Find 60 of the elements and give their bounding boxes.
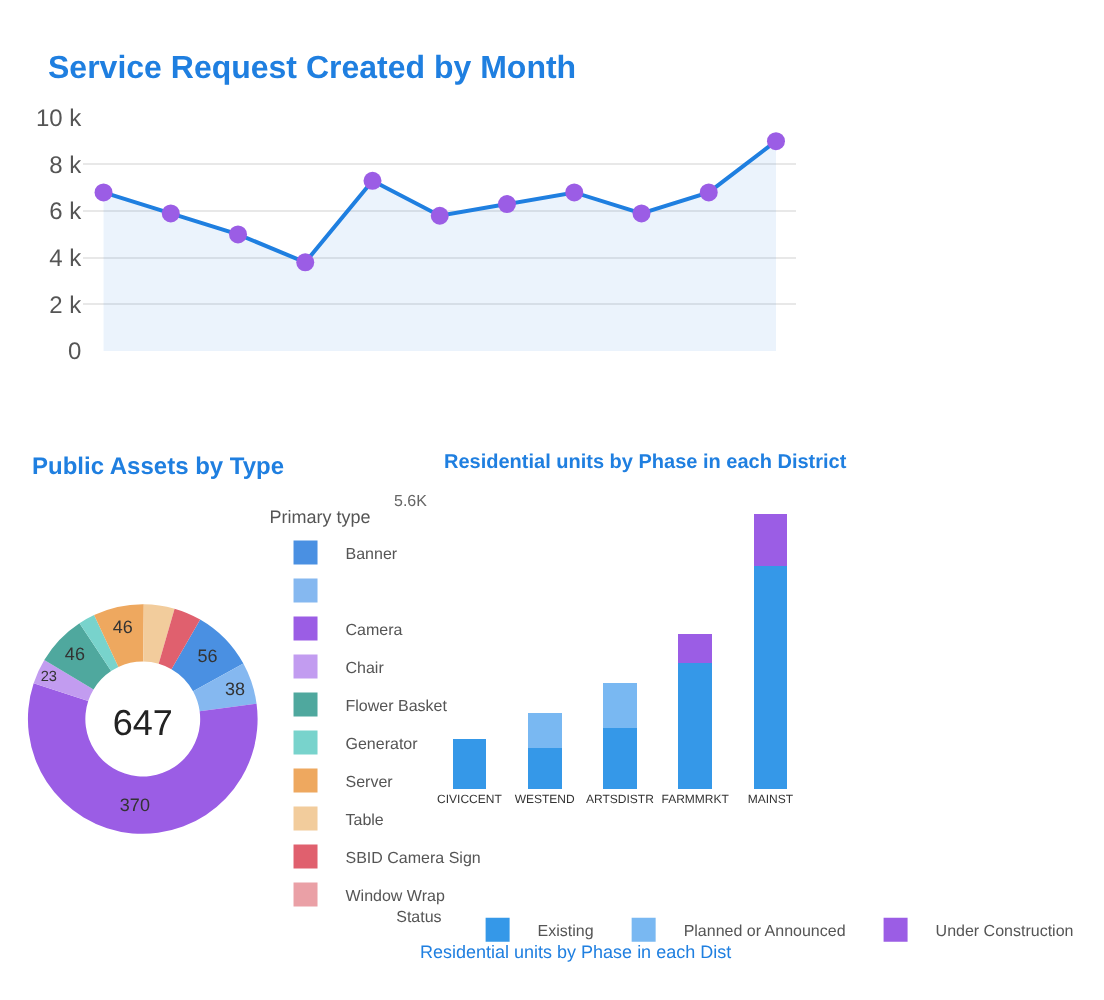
bar — [603, 682, 637, 728]
legend-title: Status — [396, 907, 442, 926]
data-label: 23 — [40, 666, 57, 685]
text: Residential units by Phase in each Dist — [420, 942, 733, 962]
legend-label: Under Construction — [935, 922, 1074, 940]
point — [161, 204, 180, 223]
legend-label: Camera — [345, 620, 404, 639]
y-tick-label: 6 k — [49, 197, 84, 226]
data-label: 38 — [224, 678, 245, 699]
y-tick-label: 8 k — [49, 150, 84, 179]
legend-label: Banner — [345, 544, 398, 563]
legend-label: Generator — [345, 734, 419, 753]
chart-title: Public Assets by Type — [32, 452, 285, 480]
legend-label: Flower Basket — [345, 696, 449, 715]
bar — [753, 565, 788, 789]
point — [632, 204, 651, 223]
point — [498, 195, 516, 214]
point — [699, 183, 718, 202]
data-label: 370 — [119, 794, 150, 815]
y-tick-label: 10 k — [35, 104, 84, 133]
donut-slice — [44, 623, 112, 690]
legend-label: SBID Camera Sign — [345, 848, 481, 867]
legend-label: Planned or Announced — [683, 922, 846, 940]
point — [565, 183, 584, 202]
legend-label: Server — [345, 772, 394, 791]
text: 5.6K — [394, 492, 429, 510]
donut-slice — [94, 604, 144, 668]
data-label: 46 — [64, 643, 85, 664]
legend-title: Primary type — [269, 507, 371, 528]
data-label: 46 — [112, 617, 133, 638]
bar — [753, 514, 788, 566]
y-tick-label: 2 k — [49, 290, 84, 319]
legend-label: Existing — [537, 922, 594, 940]
donut-slice — [158, 608, 201, 670]
donut-slice — [28, 683, 258, 834]
point — [430, 206, 449, 225]
legend-label: Table — [345, 810, 385, 829]
point — [766, 132, 785, 151]
donut-slice — [33, 659, 94, 702]
point — [94, 183, 113, 202]
bar — [527, 712, 562, 748]
legend-label: Window Wrap — [345, 886, 446, 905]
chart-title: Service Request Created by Month — [48, 52, 577, 86]
donut-slice — [193, 663, 257, 712]
bar — [678, 634, 713, 664]
y-tick-label: 4 k — [49, 244, 84, 273]
point — [296, 253, 315, 272]
bar — [527, 747, 562, 789]
chart-title: Residential units by Phase in each District — [444, 452, 848, 474]
y-tick-label: 0 — [67, 337, 82, 366]
bar — [452, 739, 487, 789]
bar — [603, 727, 637, 789]
bar — [678, 663, 713, 789]
text: 647 — [112, 703, 173, 744]
point — [363, 171, 382, 190]
legend-label: Chair — [345, 658, 385, 677]
donut-slice — [171, 619, 244, 692]
donut-slice — [143, 604, 175, 664]
data-label: 56 — [197, 645, 218, 666]
point — [229, 225, 248, 244]
